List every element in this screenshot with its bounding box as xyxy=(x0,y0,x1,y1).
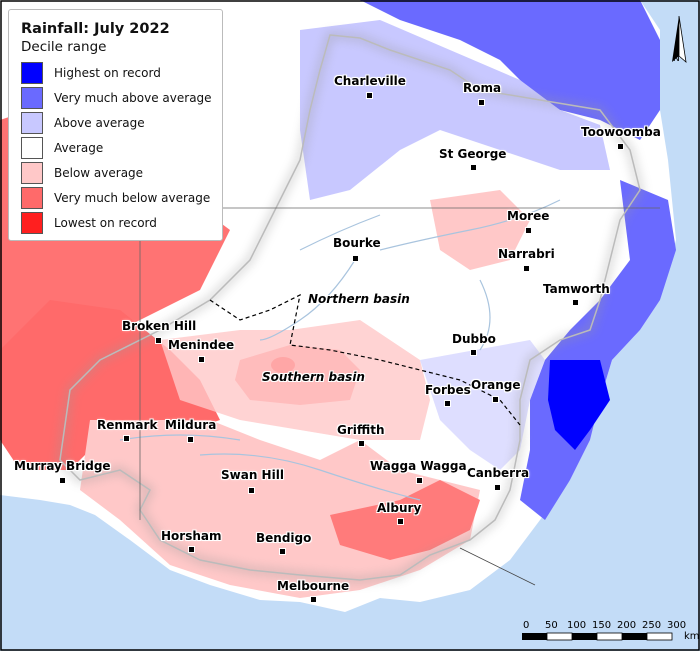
legend-label: Lowest on record xyxy=(54,215,157,230)
east-dark-blue xyxy=(548,360,610,450)
town-marker xyxy=(59,477,66,484)
town-marker xyxy=(187,436,194,443)
town-marker xyxy=(155,337,162,344)
town-marker xyxy=(523,265,530,272)
town-marker xyxy=(123,435,130,442)
east-blue xyxy=(520,180,676,520)
basin-label-northern: Northern basin xyxy=(308,292,410,306)
east-light-blue xyxy=(420,340,545,470)
legend-label: Average xyxy=(54,140,104,155)
north-arrow-icon xyxy=(672,15,687,64)
place-label-tamworth: Tamworth xyxy=(543,282,610,296)
place-label-roma: Roma xyxy=(463,81,502,95)
town-marker xyxy=(416,477,423,484)
town-marker xyxy=(492,396,499,403)
town-marker xyxy=(248,487,255,494)
place-label-swan-hill: Swan Hill xyxy=(221,468,284,482)
town-marker xyxy=(617,143,624,150)
scale-bar xyxy=(522,632,673,641)
place-label-renmark: Renmark xyxy=(97,418,158,432)
town-marker xyxy=(279,548,286,555)
town-marker xyxy=(366,92,373,99)
town-marker xyxy=(310,596,317,603)
legend-subtitle: Decile range xyxy=(21,39,107,55)
place-label-horsham: Horsham xyxy=(161,529,222,543)
legend-swatch xyxy=(21,86,43,109)
legend-item: Highest on record xyxy=(21,60,222,85)
scale-tick-label: 150 xyxy=(592,620,612,631)
moree-pink xyxy=(430,190,530,270)
south-dark-red xyxy=(330,480,480,560)
place-label-narrabri: Narrabri xyxy=(498,247,555,261)
place-label-murray-bridge: Murray Bridge xyxy=(14,459,111,473)
town-marker xyxy=(188,546,195,553)
place-label-forbes: Forbes xyxy=(425,383,471,397)
legend-swatch xyxy=(21,186,43,209)
pink-mid-area xyxy=(160,320,430,440)
scale-tick-label: 100 xyxy=(567,620,587,631)
place-label-mildura: Mildura xyxy=(165,418,217,432)
scale-tick-label: 250 xyxy=(642,620,662,631)
place-label-dubbo: Dubbo xyxy=(452,332,496,346)
legend-swatch xyxy=(21,111,43,134)
place-label-moree: Moree xyxy=(507,209,550,223)
legend-swatch xyxy=(21,61,43,84)
town-marker xyxy=(397,518,404,525)
place-label-wagga-wagga: Wagga Wagga xyxy=(370,459,467,473)
scale-tick-label: 300 xyxy=(667,620,687,631)
basin-border-line xyxy=(59,34,641,581)
legend: Rainfall: July 2022 Decile range Highest… xyxy=(8,9,223,241)
town-marker xyxy=(572,299,579,306)
north-arrow-label: N xyxy=(673,54,680,64)
state-border-se xyxy=(459,547,536,586)
place-label-st-george: St George xyxy=(439,147,507,161)
legend-item: Lowest on record xyxy=(21,210,222,235)
place-label-bendigo: Bendigo xyxy=(256,531,312,545)
town-marker xyxy=(478,99,485,106)
legend-item: Above average xyxy=(21,110,222,135)
legend-label: Above average xyxy=(54,115,145,130)
place-label-charleville: Charleville xyxy=(334,74,406,88)
town-marker xyxy=(444,400,451,407)
legend-item: Below average xyxy=(21,160,222,185)
place-label-canberra: Canberra xyxy=(467,466,530,480)
legend-label: Highest on record xyxy=(54,65,161,80)
basin-divide xyxy=(209,293,521,426)
town-marker xyxy=(352,255,359,262)
legend-item: Very much above average xyxy=(21,85,222,110)
town-marker xyxy=(470,164,477,171)
rivers xyxy=(119,199,561,501)
place-label-albury: Albury xyxy=(377,501,422,515)
place-label-broken-hill: Broken Hill xyxy=(122,319,197,333)
town-marker xyxy=(525,227,532,234)
north-light-blue xyxy=(300,20,610,200)
place-label-menindee: Menindee xyxy=(168,338,235,352)
basin-label-southern: Southern basin xyxy=(262,370,365,384)
legend-item: Average xyxy=(21,135,222,160)
place-label-bourke: Bourke xyxy=(333,236,381,250)
place-label-griffith: Griffith xyxy=(337,423,385,437)
scale-tick-label: 200 xyxy=(617,620,637,631)
place-label-orange: Orange xyxy=(471,378,521,392)
town-marker xyxy=(358,440,365,447)
legend-item: Very much below average xyxy=(21,185,222,210)
place-label-toowoomba: Toowoomba xyxy=(581,125,661,139)
town-marker xyxy=(494,484,501,491)
legend-swatch xyxy=(21,136,43,159)
legend-label: Very much above average xyxy=(54,90,212,105)
town-marker xyxy=(470,349,477,356)
town-marker xyxy=(198,356,205,363)
legend-label: Very much below average xyxy=(54,190,211,205)
legend-title: Rainfall: July 2022 xyxy=(21,21,170,37)
legend-label: Below average xyxy=(54,165,144,180)
legend-swatch xyxy=(21,211,43,234)
place-label-melbourne: Melbourne xyxy=(277,579,350,593)
scale-tick-label: 50 xyxy=(545,620,558,631)
scale-tick-label: 0 xyxy=(523,620,530,631)
legend-swatch xyxy=(21,161,43,184)
scale-unit-label: km xyxy=(684,631,700,642)
